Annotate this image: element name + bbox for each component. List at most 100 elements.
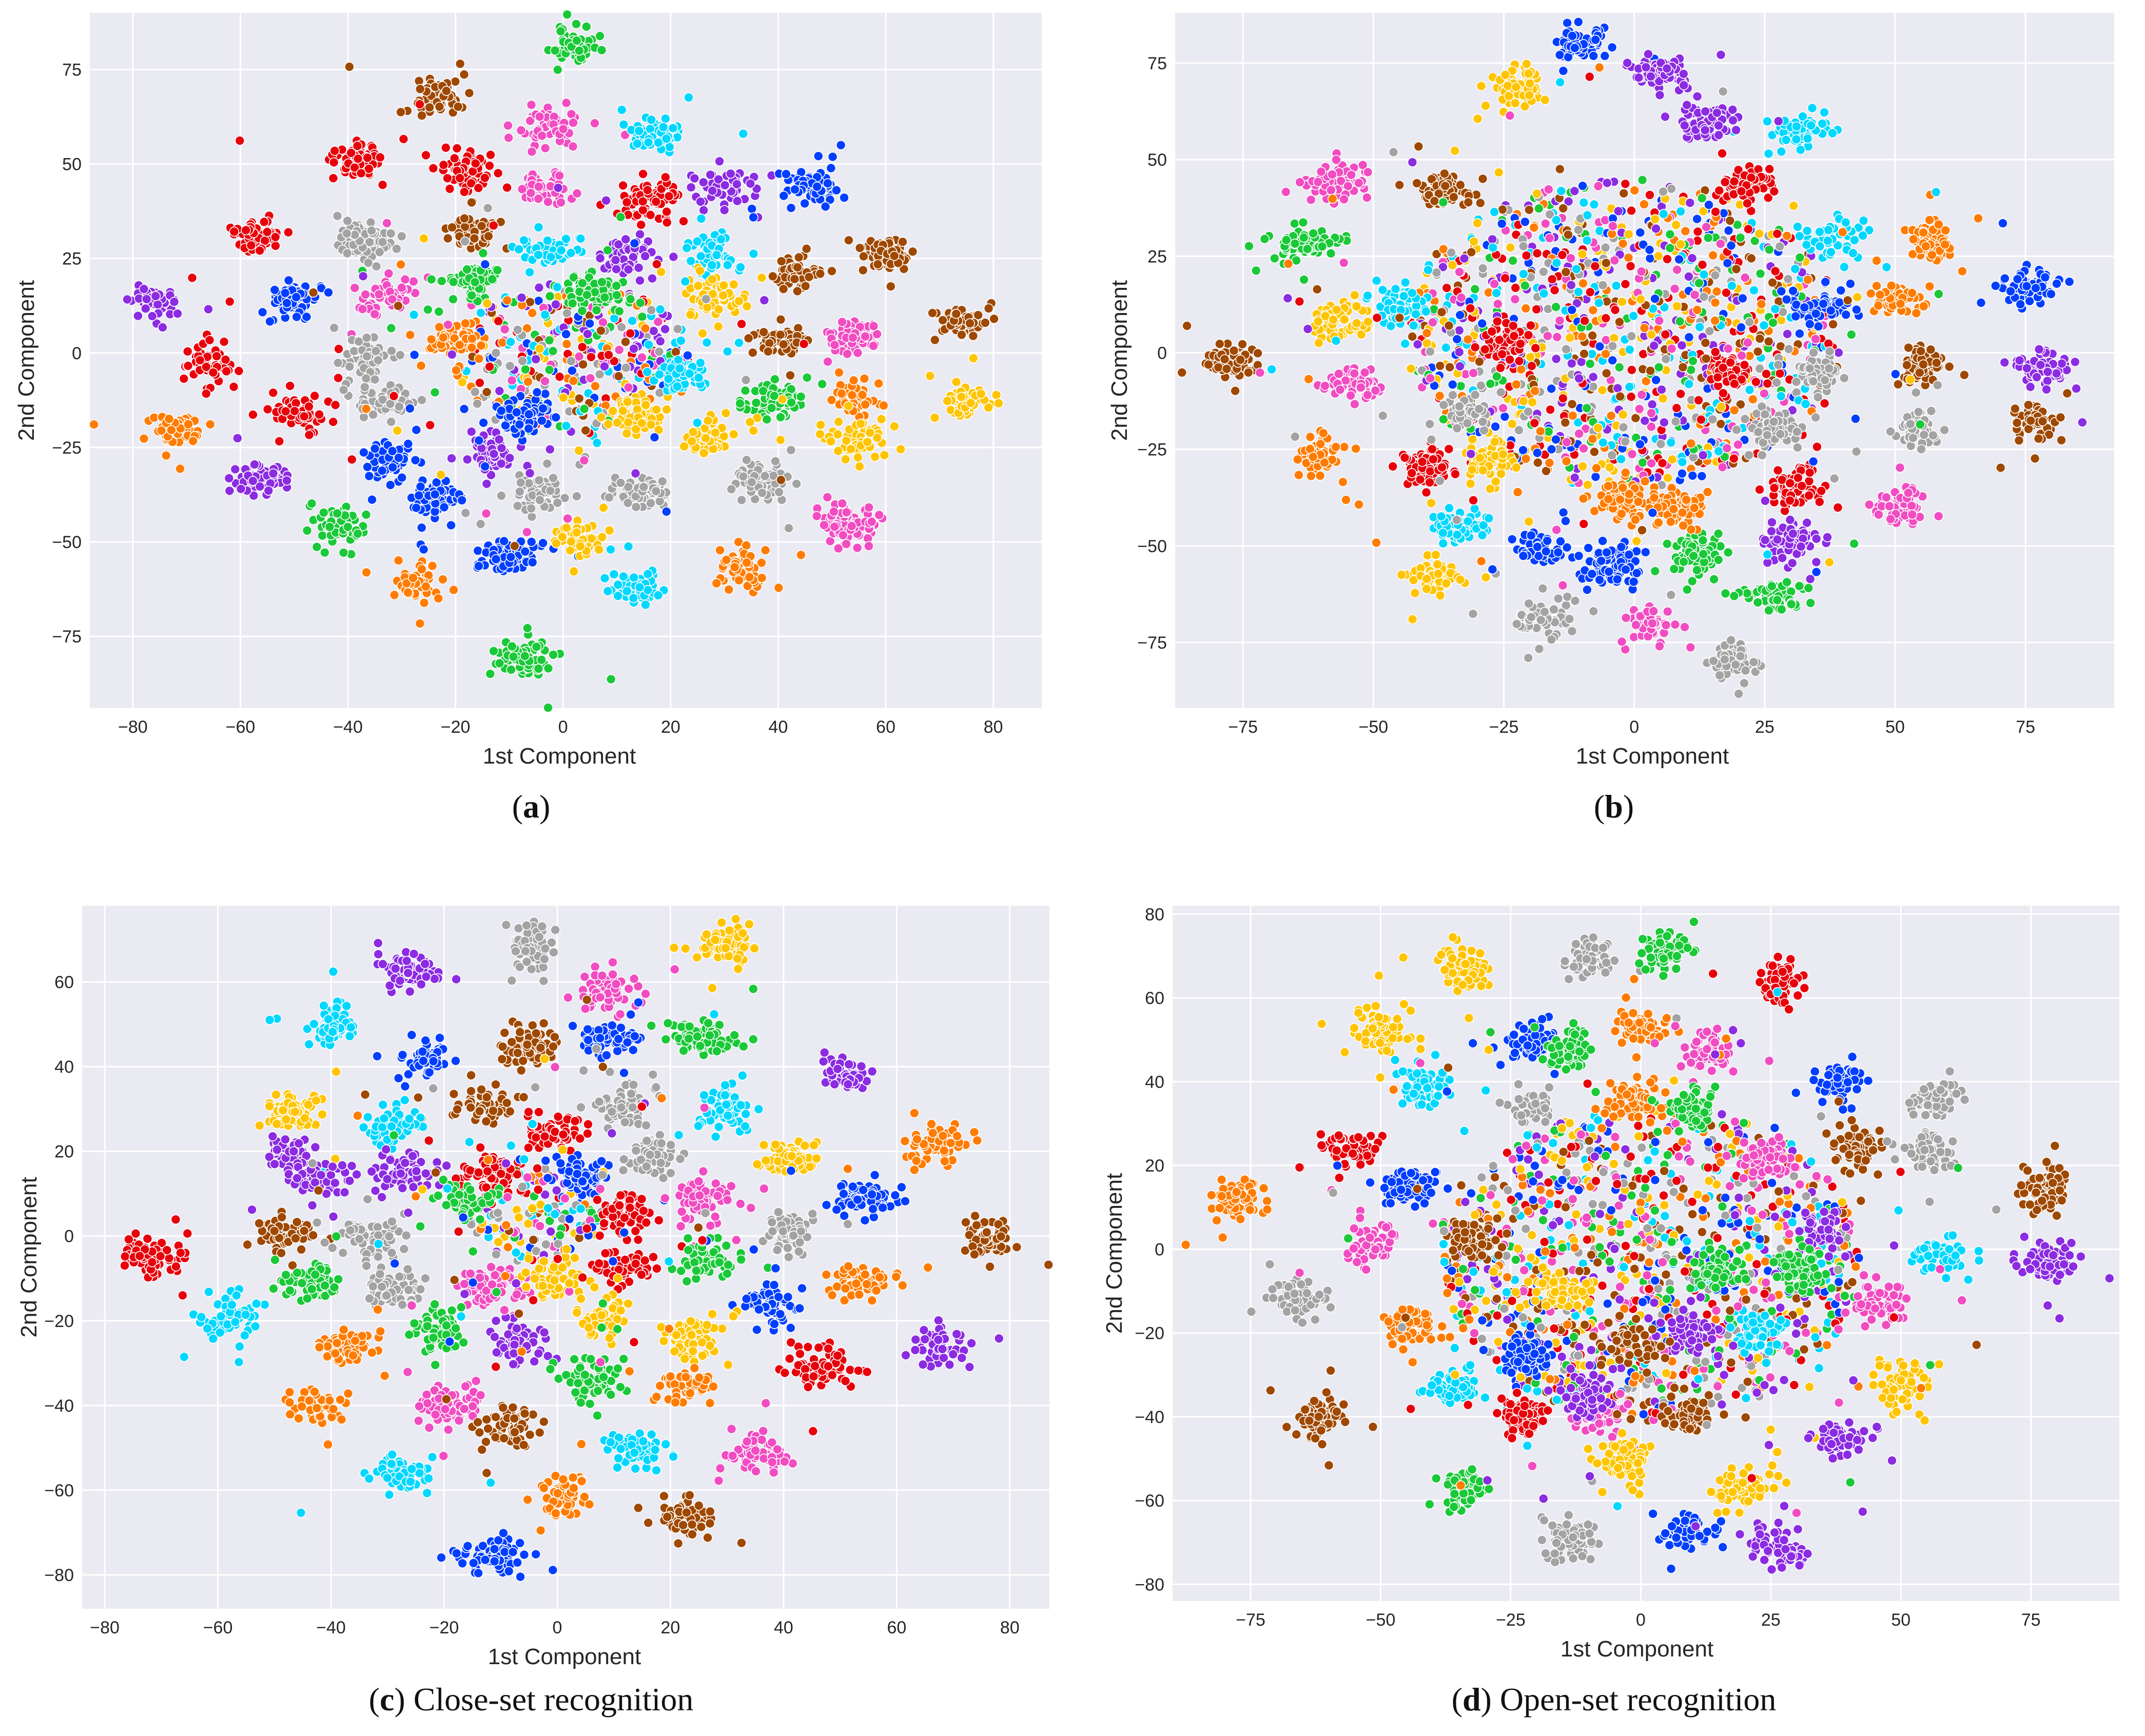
scatter-point bbox=[678, 216, 689, 226]
scatter-point bbox=[274, 436, 285, 446]
scatter-point bbox=[1499, 412, 1510, 422]
scatter-point bbox=[736, 495, 747, 505]
scatter-point bbox=[161, 450, 171, 461]
scatter-point bbox=[561, 329, 571, 339]
scatter-point bbox=[543, 197, 553, 207]
scatter-point bbox=[460, 318, 471, 329]
scatter-point bbox=[183, 419, 193, 430]
scatter-point bbox=[1646, 408, 1656, 418]
scatter-point bbox=[511, 407, 522, 418]
scatter-point bbox=[1731, 264, 1742, 275]
scatter-point bbox=[417, 395, 427, 405]
scatter-point bbox=[722, 346, 733, 357]
x-tick-label: 60 bbox=[876, 717, 895, 737]
scatter-point bbox=[1749, 285, 1759, 296]
scatter-point bbox=[729, 279, 739, 290]
scatter-point bbox=[1582, 479, 1593, 490]
scatter-point bbox=[695, 197, 706, 207]
scatter-point bbox=[552, 497, 563, 508]
scatter-point bbox=[993, 398, 1004, 408]
scatter-point bbox=[449, 153, 460, 164]
scatter-point bbox=[1614, 362, 1625, 373]
scatter-point bbox=[504, 453, 515, 463]
y-tick-label: 75 bbox=[62, 60, 82, 80]
scatter-point bbox=[838, 530, 848, 540]
y-tick-label: 0 bbox=[72, 344, 82, 363]
scatter-point bbox=[332, 508, 343, 519]
scatter-point bbox=[366, 225, 377, 236]
scatter-point bbox=[415, 99, 425, 109]
scatter-point bbox=[414, 490, 424, 501]
scatter-point bbox=[122, 294, 132, 305]
scatter-point bbox=[864, 541, 874, 551]
scatter-point bbox=[183, 361, 193, 371]
scatter-point bbox=[221, 366, 232, 377]
scatter-point bbox=[481, 478, 492, 489]
scatter-point bbox=[426, 334, 437, 345]
scatter-point bbox=[301, 311, 312, 322]
scatter-point bbox=[512, 324, 523, 335]
scatter-point bbox=[387, 462, 398, 473]
scatter-point bbox=[775, 435, 786, 445]
scatter-point bbox=[550, 45, 560, 56]
scatter-point bbox=[848, 375, 859, 386]
scatter-point bbox=[544, 291, 555, 302]
scatter-point bbox=[786, 203, 796, 213]
scatter-point bbox=[386, 417, 397, 427]
scatter-point bbox=[796, 392, 806, 402]
scatter-point bbox=[907, 246, 918, 257]
scatter-point bbox=[478, 417, 489, 428]
scatter-point bbox=[635, 298, 646, 308]
scatter-point bbox=[640, 323, 651, 334]
scatter-point bbox=[398, 134, 409, 144]
scatter-point bbox=[676, 336, 686, 346]
scatter-point bbox=[661, 506, 672, 517]
scatter-point bbox=[561, 522, 572, 533]
scatter-point bbox=[557, 532, 568, 542]
scatter-point bbox=[661, 404, 672, 415]
scatter-point bbox=[879, 450, 890, 460]
scatter-point bbox=[493, 168, 503, 179]
scatter-point bbox=[448, 277, 459, 287]
scatter-point bbox=[572, 188, 582, 199]
scatter-point bbox=[745, 178, 756, 189]
scatter-point bbox=[534, 282, 544, 293]
scatter-point bbox=[568, 118, 578, 128]
scatter-point bbox=[634, 582, 645, 593]
scatter-point bbox=[643, 236, 653, 247]
scatter-point bbox=[496, 405, 506, 416]
scatter-point bbox=[503, 120, 513, 131]
scatter-point bbox=[1455, 381, 1466, 392]
scatter-point bbox=[478, 248, 489, 259]
scatter-point bbox=[1510, 294, 1520, 304]
scatter-point bbox=[1697, 471, 1707, 481]
scatter-point bbox=[444, 184, 455, 194]
scatter-point bbox=[646, 305, 657, 316]
scatter-point bbox=[1567, 411, 1578, 421]
scatter-point bbox=[562, 308, 572, 319]
scatter-point bbox=[991, 389, 1002, 400]
scatter-point bbox=[396, 231, 407, 242]
scatter-point bbox=[646, 114, 656, 125]
scatter-point bbox=[203, 304, 213, 315]
scatter-point bbox=[606, 674, 616, 685]
scatter-point bbox=[815, 268, 826, 279]
scatter-point bbox=[1666, 437, 1676, 448]
scatter-point bbox=[1782, 328, 1792, 339]
scatter-point bbox=[1578, 278, 1588, 289]
scatter-point bbox=[852, 542, 863, 553]
scatter-point bbox=[604, 492, 614, 503]
scatter-point bbox=[1763, 336, 1774, 347]
scatter-point bbox=[651, 486, 661, 497]
scatter-point bbox=[623, 382, 634, 393]
scatter-point bbox=[484, 361, 495, 372]
scatter-point bbox=[525, 188, 536, 198]
scatter-point bbox=[523, 423, 534, 434]
scatter-point bbox=[257, 307, 268, 318]
scatter-point bbox=[438, 160, 449, 170]
scatter-point bbox=[311, 542, 322, 552]
scatter-point bbox=[775, 329, 786, 340]
scatter-point bbox=[1600, 242, 1611, 253]
scatter-point bbox=[705, 169, 716, 180]
scatter-point bbox=[459, 69, 470, 80]
